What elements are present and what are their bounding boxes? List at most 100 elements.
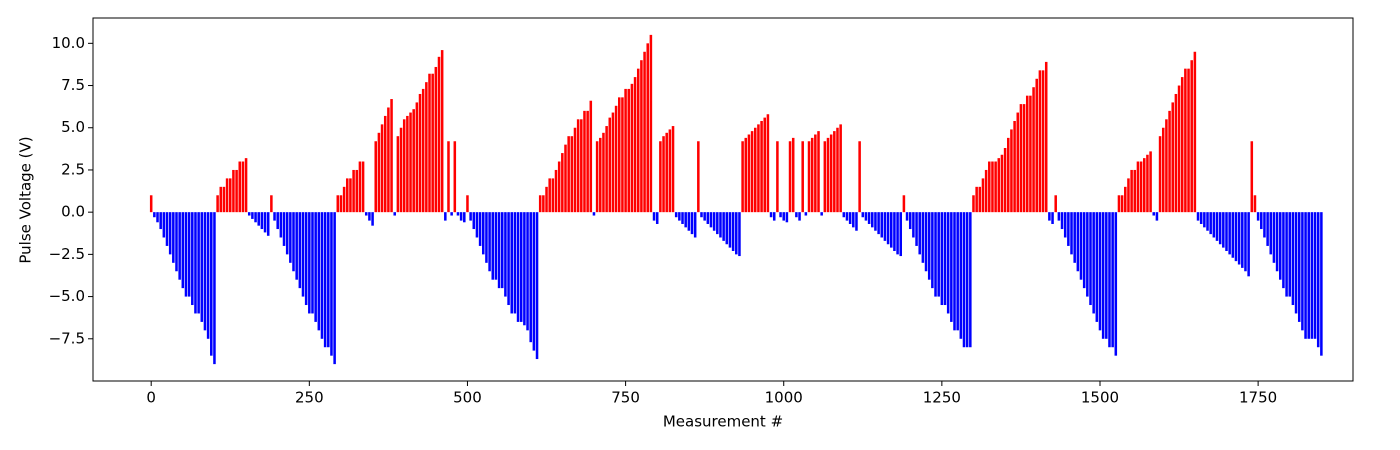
- bar: [437, 56, 441, 213]
- bar: [763, 117, 767, 213]
- bar: [1082, 212, 1086, 289]
- bar: [513, 212, 517, 314]
- bar: [254, 212, 257, 223]
- bar: [782, 212, 785, 221]
- bar: [238, 161, 242, 213]
- bar: [801, 141, 804, 213]
- bar: [972, 195, 975, 213]
- bar: [213, 212, 216, 365]
- bar: [1165, 119, 1168, 213]
- bar: [1241, 212, 1244, 268]
- bar: [826, 137, 830, 213]
- bar: [1124, 186, 1127, 213]
- bar: [703, 212, 706, 221]
- bar: [1278, 212, 1282, 280]
- bar: [893, 212, 896, 251]
- bar: [592, 212, 596, 216]
- bar: [969, 212, 972, 348]
- bar: [1313, 212, 1317, 339]
- bar: [1209, 212, 1212, 235]
- bar: [1263, 212, 1266, 238]
- bar: [298, 212, 302, 289]
- bar: [263, 212, 267, 233]
- bar: [162, 212, 166, 238]
- bar: [191, 212, 194, 306]
- bar: [950, 212, 953, 322]
- bar: [988, 161, 991, 213]
- bar: [1143, 158, 1146, 213]
- bar: [1247, 212, 1250, 277]
- bar: [289, 212, 292, 263]
- bar: [814, 134, 817, 213]
- bar: [1029, 95, 1032, 213]
- bar: [1288, 212, 1292, 297]
- bar: [618, 97, 621, 213]
- bar: [861, 212, 865, 218]
- bar: [1079, 212, 1083, 280]
- bar: [1120, 195, 1124, 213]
- bar: [561, 153, 564, 213]
- bar: [760, 120, 763, 213]
- bar: [959, 212, 963, 339]
- bar: [1282, 212, 1285, 289]
- bar: [374, 141, 378, 213]
- bar: [1297, 212, 1301, 322]
- bar: [383, 115, 387, 213]
- bar: [908, 212, 912, 230]
- bar: [1161, 127, 1165, 213]
- x-tick-label: 250: [295, 389, 324, 407]
- bar: [836, 127, 839, 213]
- bar: [301, 212, 305, 297]
- bar: [795, 212, 798, 218]
- bar: [538, 195, 542, 213]
- bar: [526, 212, 529, 331]
- bar: [428, 73, 431, 213]
- bar: [962, 212, 966, 348]
- bar: [785, 212, 789, 223]
- bar: [317, 212, 321, 331]
- bar: [197, 212, 200, 314]
- bar: [750, 131, 754, 213]
- bar: [1180, 77, 1184, 213]
- bar: [1130, 169, 1133, 213]
- bar: [1032, 87, 1035, 213]
- bar: [304, 212, 308, 306]
- bar: [940, 212, 944, 306]
- bar: [655, 212, 659, 224]
- bar: [1206, 212, 1209, 231]
- bar: [482, 212, 485, 255]
- bar: [1117, 195, 1121, 213]
- bar: [295, 212, 298, 280]
- bar: [1320, 212, 1323, 356]
- bar: [364, 212, 368, 216]
- bar: [719, 212, 722, 238]
- bar: [545, 186, 548, 213]
- bar: [504, 212, 507, 297]
- bar: [1054, 195, 1057, 213]
- y-tick-label: −5.0: [49, 287, 85, 305]
- bar: [1152, 212, 1156, 216]
- bar: [599, 137, 602, 213]
- bar: [804, 212, 808, 216]
- bar: [1139, 161, 1143, 213]
- bar: [1253, 195, 1257, 213]
- bar: [649, 34, 653, 213]
- bar: [241, 161, 245, 213]
- bar: [314, 212, 317, 322]
- bar: [678, 212, 681, 221]
- bar: [965, 212, 969, 348]
- x-tick-label: 750: [611, 389, 640, 407]
- bar: [586, 110, 589, 213]
- y-axis-label: Pulse Voltage (V): [17, 136, 35, 263]
- bar: [975, 186, 978, 213]
- bar: [567, 136, 570, 213]
- bar: [529, 212, 532, 343]
- bar: [1250, 141, 1254, 213]
- bar: [1199, 212, 1203, 224]
- bar: [659, 141, 662, 213]
- bar: [244, 158, 248, 213]
- bar: [776, 141, 779, 213]
- bar: [523, 212, 526, 326]
- bar: [409, 112, 412, 213]
